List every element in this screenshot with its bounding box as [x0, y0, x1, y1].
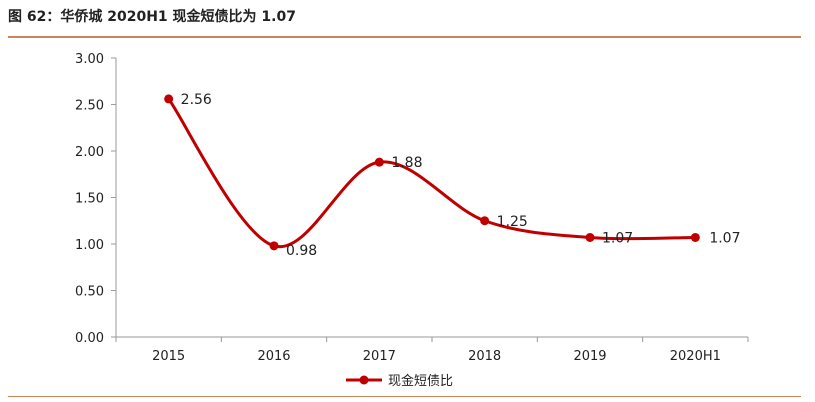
data-point-2019 [585, 232, 595, 242]
x-tick-label: 2019 [573, 349, 606, 364]
data-label-2016: 0.98 [286, 243, 317, 259]
data-label-2017: 1.88 [391, 155, 422, 171]
x-tick-label: 2015 [152, 349, 185, 364]
series-line-cash-short-debt-ratio [167, 98, 696, 249]
data-label-2018: 1.25 [497, 214, 528, 230]
x-tick-label: 2017 [363, 349, 396, 364]
y-tick-label: 0.50 [75, 285, 104, 300]
data-point-2020H1 [690, 232, 700, 242]
data-label-2015: 2.56 [181, 92, 212, 108]
y-tick-label: 0.00 [75, 331, 104, 346]
x-tick-label: 2020H1 [670, 349, 721, 364]
figure-title: 图 62：华侨城 2020H1 现金短债比为 1.07 [8, 9, 296, 25]
data-point-2016 [269, 241, 279, 251]
y-tick-label: 2.50 [75, 99, 104, 114]
data-label-2019: 1.07 [602, 230, 633, 246]
x-tick-label: 2018 [468, 349, 501, 364]
bottom-divider [8, 396, 801, 397]
data-label-2020H1: 1.07 [709, 230, 740, 246]
y-tick-label: 1.50 [75, 192, 104, 207]
data-point-2015 [164, 94, 174, 104]
data-point-2017 [374, 157, 384, 167]
legend-marker [359, 375, 369, 385]
x-tick-label: 2016 [257, 349, 290, 364]
data-point-2018 [480, 216, 490, 226]
y-tick-label: 3.00 [75, 52, 104, 67]
title-divider [8, 36, 801, 38]
legend-label: 现金短债比 [388, 373, 453, 389]
legend: 现金短债比 [346, 373, 453, 389]
y-tick-label: 2.00 [75, 145, 104, 160]
y-tick-label: 1.00 [75, 238, 104, 253]
